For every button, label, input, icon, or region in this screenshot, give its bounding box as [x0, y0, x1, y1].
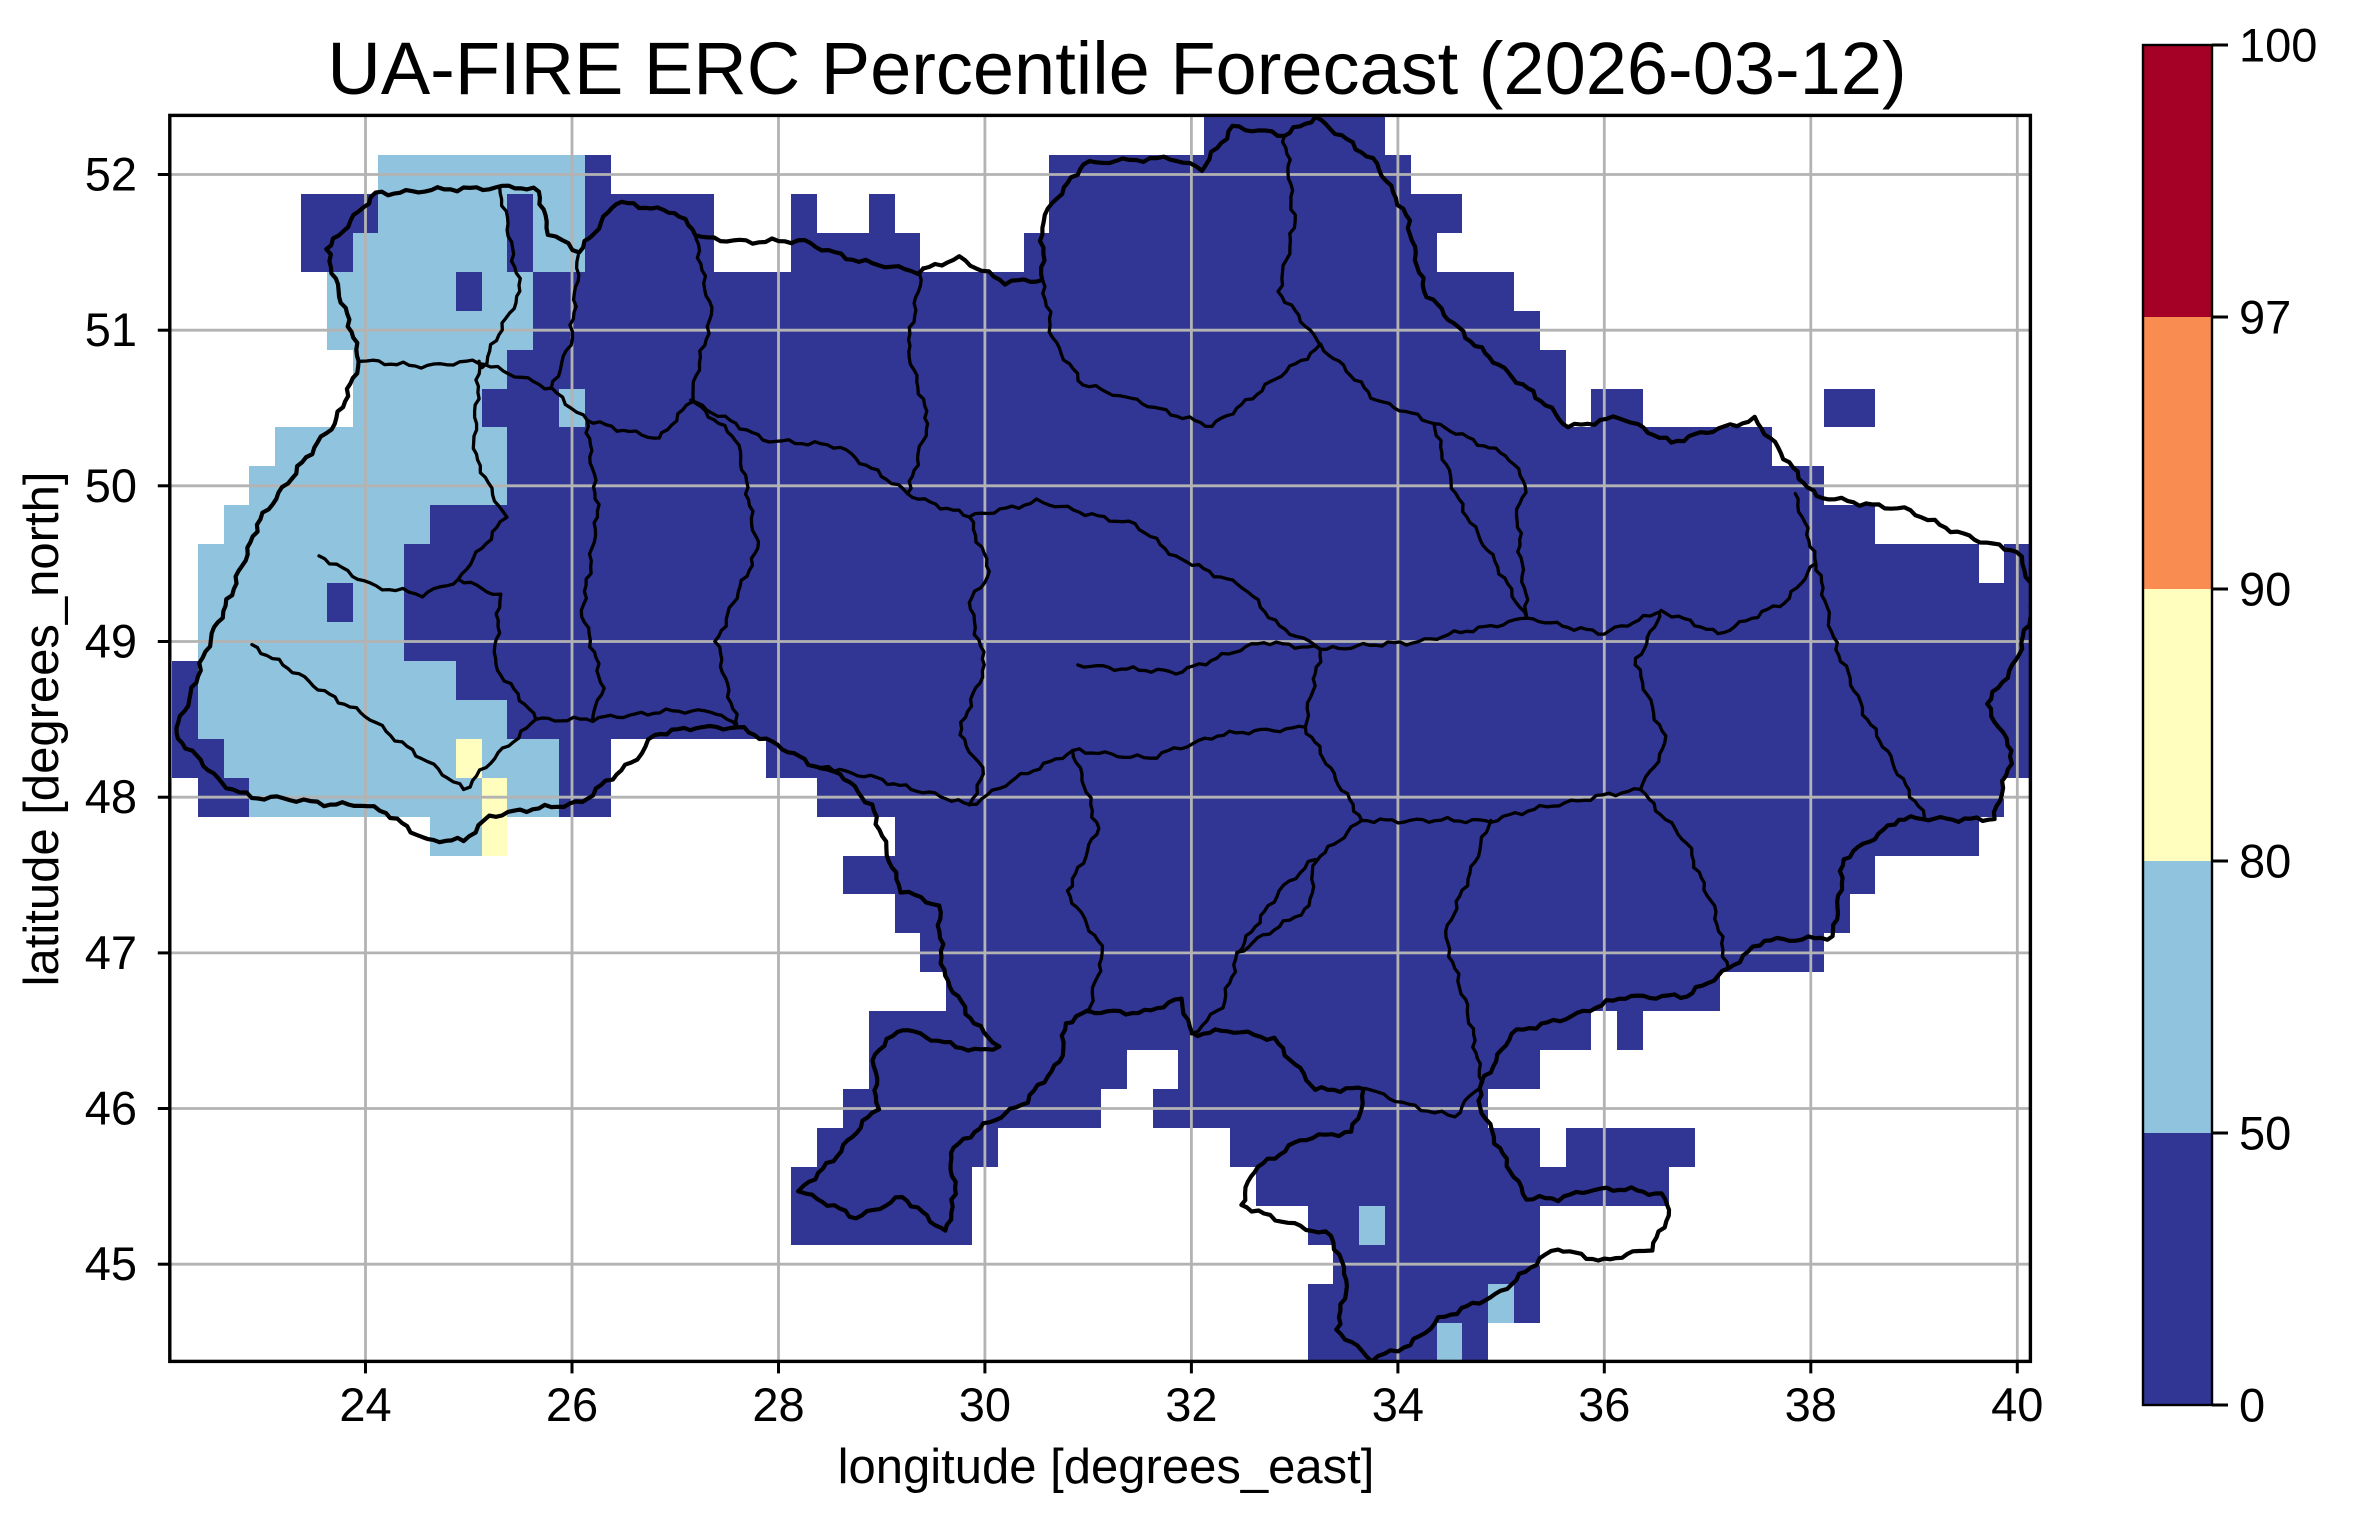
svg-text:36: 36	[1578, 1378, 1630, 1431]
svg-text:0: 0	[2239, 1379, 2265, 1432]
svg-text:47: 47	[85, 926, 137, 979]
svg-text:52: 52	[85, 148, 137, 201]
svg-text:longitude [degrees_east]: longitude [degrees_east]	[838, 1440, 1375, 1494]
svg-text:80: 80	[2239, 835, 2291, 888]
svg-text:48: 48	[85, 770, 137, 823]
svg-text:90: 90	[2239, 563, 2291, 616]
svg-text:46: 46	[85, 1082, 137, 1135]
svg-text:100: 100	[2239, 19, 2317, 72]
svg-text:30: 30	[959, 1378, 1011, 1431]
svg-text:49: 49	[85, 615, 137, 668]
svg-text:38: 38	[1785, 1378, 1837, 1431]
svg-text:latitude [degrees_north]: latitude [degrees_north]	[15, 472, 69, 987]
svg-text:UA-FIRE ERC Percentile Forecas: UA-FIRE ERC Percentile Forecast (2026-03…	[327, 27, 1906, 110]
svg-text:50: 50	[85, 459, 137, 512]
svg-text:24: 24	[339, 1378, 391, 1431]
svg-text:97: 97	[2239, 291, 2291, 344]
svg-text:45: 45	[85, 1237, 137, 1290]
svg-text:51: 51	[85, 303, 137, 356]
svg-text:26: 26	[546, 1378, 598, 1431]
svg-text:32: 32	[1165, 1378, 1217, 1431]
svg-text:34: 34	[1372, 1378, 1424, 1431]
svg-text:28: 28	[752, 1378, 804, 1431]
svg-text:50: 50	[2239, 1107, 2291, 1160]
svg-text:40: 40	[1991, 1378, 2043, 1431]
